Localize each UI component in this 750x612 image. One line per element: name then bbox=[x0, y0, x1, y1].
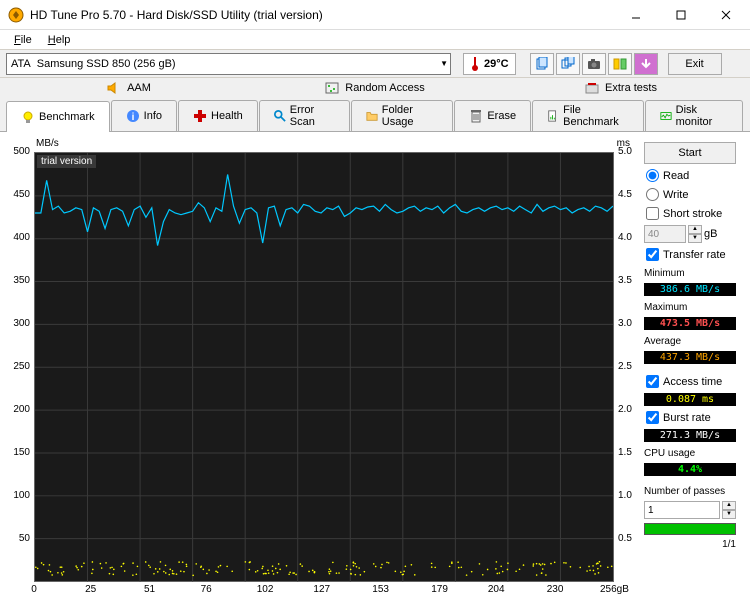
erase-icon bbox=[469, 109, 483, 123]
short-stroke-value[interactable]: 40 bbox=[644, 225, 686, 243]
extra-tests-label: Extra tests bbox=[605, 82, 657, 94]
app-icon bbox=[8, 7, 24, 23]
extra-tests-icon bbox=[585, 82, 599, 94]
tab-disk-monitor[interactable]: Disk monitor bbox=[645, 100, 743, 131]
watermark: trial version bbox=[37, 155, 96, 168]
tab-error-scan[interactable]: Error Scan bbox=[259, 100, 350, 131]
y-left-label: MB/s bbox=[36, 138, 59, 149]
tab-benchmark[interactable]: Benchmark bbox=[6, 101, 110, 132]
random-access-icon bbox=[325, 82, 339, 94]
copy-all-button[interactable] bbox=[556, 53, 580, 75]
exit-button[interactable]: Exit bbox=[668, 53, 722, 75]
temperature-value: 29°C bbox=[484, 58, 509, 70]
menu-help[interactable]: Help bbox=[40, 32, 79, 48]
write-radio[interactable]: Write bbox=[644, 187, 736, 202]
maximize-button[interactable] bbox=[658, 1, 703, 29]
short-stroke-unit: gB bbox=[704, 228, 717, 240]
minimum-value: 386.6 MB/s bbox=[644, 283, 736, 296]
access-time-check[interactable]: Access time bbox=[644, 374, 736, 389]
transfer-rate-check[interactable]: Transfer rate bbox=[644, 247, 736, 262]
close-button[interactable] bbox=[703, 1, 748, 29]
titlebar: HD Tune Pro 5.70 - Hard Disk/SSD Utility… bbox=[0, 0, 750, 30]
speaker-icon bbox=[107, 82, 121, 94]
aam-link[interactable]: AAM bbox=[6, 80, 252, 96]
toolbar: ATA Samsung SSD 850 (256 gB) ▼ 29°C Exit bbox=[0, 50, 750, 78]
window-title: HD Tune Pro 5.70 - Hard Disk/SSD Utility… bbox=[30, 8, 613, 22]
screenshot-button[interactable] bbox=[582, 53, 606, 75]
svg-text:i: i bbox=[131, 112, 134, 123]
health-icon bbox=[193, 109, 207, 123]
tab-folder-usage[interactable]: Folder Usage bbox=[351, 100, 454, 131]
folder-icon bbox=[366, 109, 378, 123]
temperature-display: 29°C bbox=[463, 53, 516, 75]
x-label: 256gB bbox=[600, 584, 636, 607]
maximum-label: Maximum bbox=[644, 302, 736, 313]
progress-bar bbox=[644, 523, 736, 535]
maximum-value: 473.5 MB/s bbox=[644, 317, 736, 330]
copy-button[interactable] bbox=[530, 53, 554, 75]
average-label: Average bbox=[644, 336, 736, 347]
search-icon bbox=[274, 109, 286, 123]
disk-monitor-icon bbox=[660, 109, 672, 123]
toolbar-buttons bbox=[530, 53, 658, 75]
burst-rate-check[interactable]: Burst rate bbox=[644, 410, 736, 425]
drive-prefix: ATA bbox=[11, 58, 31, 70]
file-benchmark-icon bbox=[547, 109, 559, 123]
average-value: 437.3 MB/s bbox=[644, 351, 736, 364]
sidebar: Start Read Write Short stroke 40 ▲▼ gB T… bbox=[642, 138, 738, 605]
passes-field: 1 ▲▼ bbox=[644, 501, 736, 519]
bulb-icon bbox=[21, 110, 35, 124]
passes-spinner[interactable]: ▲▼ bbox=[722, 501, 736, 519]
passes-done: 1/1 bbox=[644, 539, 736, 550]
chart-container: MB/s ms trial version 501001502002503003… bbox=[6, 138, 642, 604]
drive-name: Samsung SSD 850 (256 gB) bbox=[37, 58, 176, 70]
top-link-row: AAM Random Access Extra tests bbox=[0, 78, 750, 98]
passes-value[interactable]: 1 bbox=[644, 501, 720, 519]
short-stroke-spinner[interactable]: ▲▼ bbox=[688, 225, 702, 243]
tab-file-benchmark[interactable]: File Benchmark bbox=[532, 100, 644, 131]
save-button[interactable] bbox=[634, 53, 658, 75]
minimum-label: Minimum bbox=[644, 268, 736, 279]
access-time-value: 0.087 ms bbox=[644, 393, 736, 406]
cpu-usage-label: CPU usage bbox=[644, 448, 736, 459]
tab-info[interactable]: i Info bbox=[111, 100, 177, 131]
extra-tests-link[interactable]: Extra tests bbox=[498, 80, 744, 96]
aam-label: AAM bbox=[127, 82, 151, 94]
chevron-down-icon: ▼ bbox=[440, 59, 448, 68]
start-button[interactable]: Start bbox=[644, 142, 736, 164]
read-radio[interactable]: Read bbox=[644, 168, 736, 183]
short-stroke-field: 40 ▲▼ gB bbox=[644, 225, 736, 243]
benchmark-chart: trial version bbox=[34, 152, 614, 582]
tab-health[interactable]: Health bbox=[178, 100, 258, 131]
passes-label: Number of passes bbox=[644, 486, 736, 497]
settings-button[interactable] bbox=[608, 53, 632, 75]
cpu-usage-value: 4.4% bbox=[644, 463, 736, 476]
burst-rate-value: 271.3 MB/s bbox=[644, 429, 736, 442]
minimize-button[interactable] bbox=[613, 1, 658, 29]
menu-file[interactable]: File bbox=[6, 32, 40, 48]
menubar: File Help bbox=[0, 30, 750, 50]
random-access-label: Random Access bbox=[345, 82, 424, 94]
tab-erase[interactable]: Erase bbox=[454, 100, 531, 131]
random-access-link[interactable]: Random Access bbox=[252, 80, 498, 96]
thermometer-icon bbox=[470, 57, 480, 71]
tab-row: Benchmark i Info Health Error Scan Folde… bbox=[0, 98, 750, 131]
drive-select[interactable]: ATA Samsung SSD 850 (256 gB) ▼ bbox=[6, 53, 451, 75]
main-content: MB/s ms trial version 501001502002503003… bbox=[0, 131, 750, 611]
info-icon: i bbox=[126, 109, 140, 123]
short-stroke-check[interactable]: Short stroke bbox=[644, 206, 736, 221]
